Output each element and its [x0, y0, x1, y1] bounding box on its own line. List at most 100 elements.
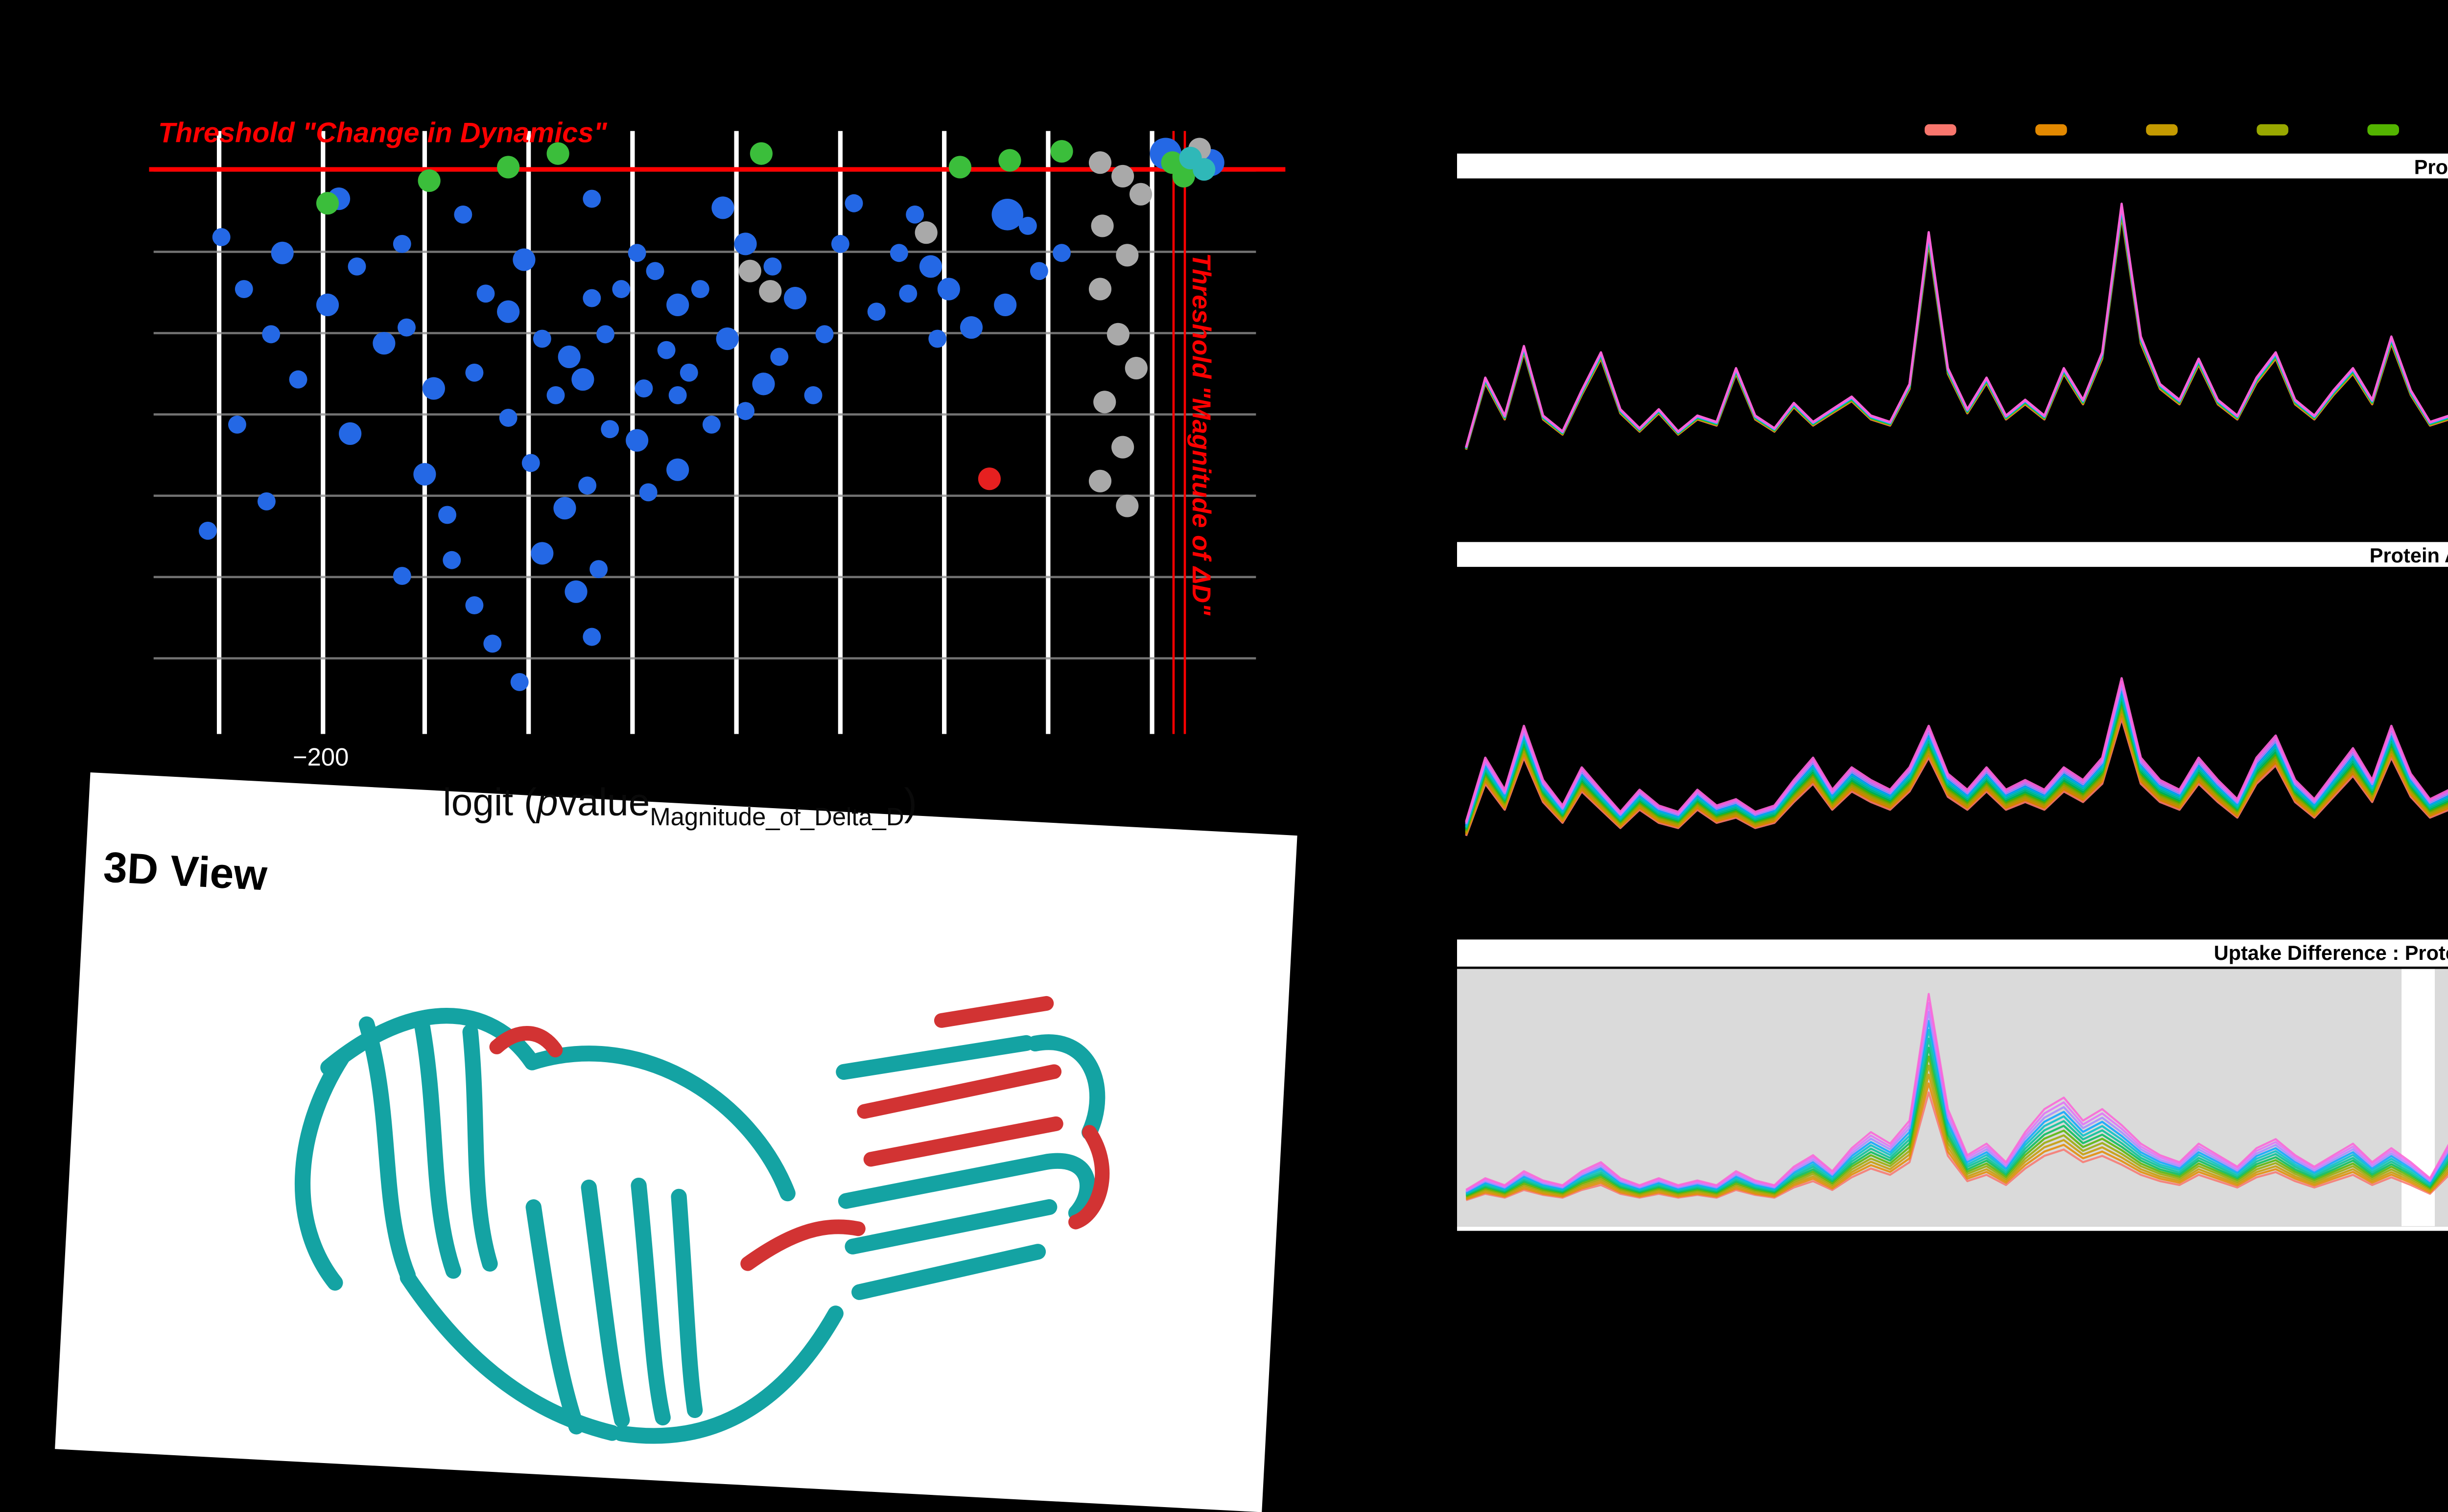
scatter-point-magnitude-only[interactable] [1106, 323, 1130, 346]
scatter-point-non-significant[interactable] [398, 318, 416, 337]
uptake-difference-chart[interactable] [1457, 969, 2448, 1227]
scatter-point-significant-dynamics[interactable] [1050, 140, 1073, 163]
scatter-point-non-significant[interactable] [339, 422, 362, 445]
scatter-point-non-significant[interactable] [639, 483, 658, 502]
scatter-point-non-significant[interactable] [601, 420, 619, 439]
scatter-point-non-significant[interactable] [558, 345, 581, 369]
scatter-point-non-significant[interactable] [235, 280, 253, 299]
scatter-point-non-significant[interactable] [668, 386, 687, 404]
scatter-point-non-significant[interactable] [289, 370, 307, 389]
volcano-plot[interactable] [149, 131, 1285, 734]
scatter-point-magnitude-only[interactable] [1093, 391, 1116, 414]
scatter-point-non-significant[interactable] [531, 542, 554, 565]
scatter-point-non-significant[interactable] [413, 463, 436, 486]
scatter-point-non-significant[interactable] [583, 628, 601, 646]
scatter-point-non-significant[interactable] [465, 363, 484, 382]
scatter-point-non-significant[interactable] [513, 248, 536, 271]
scatter-point-non-significant[interactable] [994, 293, 1017, 316]
scatter-point-magnitude-only[interactable] [1088, 151, 1112, 174]
scatter-point-non-significant[interactable] [831, 234, 849, 253]
legend-dash[interactable] [1925, 124, 1956, 135]
scatter-point-non-significant[interactable] [867, 302, 886, 321]
scatter-point-non-significant[interactable] [734, 233, 757, 256]
scatter-point-non-significant[interactable] [991, 199, 1024, 231]
scatter-point-non-significant[interactable] [691, 280, 709, 299]
scatter-point-non-significant[interactable] [711, 196, 734, 219]
scatter-point-magnitude-only[interactable] [1088, 469, 1112, 492]
scatter-point-magnitude-only[interactable] [759, 280, 782, 303]
scatter-point-non-significant[interactable] [316, 293, 339, 316]
scatter-point-non-significant[interactable] [521, 454, 540, 472]
scatter-point-non-significant[interactable] [578, 476, 597, 495]
scatter-point-non-significant[interactable] [271, 241, 294, 264]
scatter-point-highlight-teal[interactable] [1193, 158, 1216, 181]
scatter-point-magnitude-only[interactable] [1088, 278, 1112, 301]
scatter-point-non-significant[interactable] [422, 377, 445, 400]
scatter-point-non-significant[interactable] [212, 228, 231, 246]
scatter-point-significant-dynamics[interactable] [546, 142, 569, 165]
scatter-point-non-significant[interactable] [465, 596, 484, 614]
scatter-point-non-significant[interactable] [553, 497, 576, 520]
scatter-point-non-significant[interactable] [393, 234, 411, 253]
scatter-point-non-significant[interactable] [752, 372, 775, 395]
scatter-point-non-significant[interactable] [546, 386, 565, 404]
scatter-point-non-significant[interactable] [906, 205, 924, 224]
scatter-point-non-significant[interactable] [612, 280, 631, 299]
scatter-point-non-significant[interactable] [1053, 244, 1071, 262]
scatter-point-magnitude-only[interactable] [1116, 244, 1139, 267]
scatter-point-non-significant[interactable] [646, 262, 664, 280]
scatter-point-non-significant[interactable] [443, 551, 461, 569]
scatter-point-non-significant[interactable] [228, 415, 246, 434]
scatter-point-non-significant[interactable] [499, 409, 518, 427]
legend-dash[interactable] [2257, 124, 2288, 135]
scatter-point-non-significant[interactable] [680, 363, 698, 382]
scatter-point-non-significant[interactable] [635, 379, 653, 398]
scatter-point-non-significant[interactable] [736, 402, 755, 420]
legend-dash[interactable] [2146, 124, 2178, 135]
scatter-point-non-significant[interactable] [626, 429, 649, 452]
scatter-point-non-significant[interactable] [666, 458, 689, 481]
scatter-point-non-significant[interactable] [899, 284, 918, 303]
scatter-point-non-significant[interactable] [919, 255, 942, 278]
scatter-point-non-significant[interactable] [804, 386, 823, 404]
scatter-point-non-significant[interactable] [571, 368, 594, 391]
uptake-chart-protein-a-ligand[interactable] [1457, 569, 2448, 915]
scatter-point-magnitude-only[interactable] [915, 221, 938, 244]
scatter-point-significant-dynamics[interactable] [418, 169, 441, 192]
legend-dash[interactable] [2035, 124, 2067, 135]
scatter-point-non-significant[interactable] [262, 325, 281, 344]
scatter-point-non-significant[interactable] [928, 329, 947, 348]
protein-ribbon[interactable] [55, 817, 1295, 1512]
scatter-point-non-significant[interactable] [784, 286, 807, 310]
threshold-line-dynamics[interactable] [149, 167, 1285, 171]
scatter-point-non-significant[interactable] [257, 492, 276, 511]
scatter-point-non-significant[interactable] [628, 244, 646, 262]
scatter-point-non-significant[interactable] [583, 289, 601, 307]
scatter-point-non-significant[interactable] [937, 278, 960, 301]
scatter-point-non-significant[interactable] [565, 580, 588, 603]
legend-dash[interactable] [2367, 124, 2399, 135]
scatter-point-non-significant[interactable] [666, 293, 689, 316]
scatter-point-significant-dynamics[interactable] [948, 156, 971, 179]
scatter-point-non-significant[interactable] [716, 327, 739, 350]
scatter-point-selected-red[interactable] [978, 467, 1001, 490]
scatter-point-significant-dynamics[interactable] [750, 142, 773, 165]
scatter-point-non-significant[interactable] [596, 325, 614, 344]
scatter-point-magnitude-only[interactable] [1091, 214, 1114, 237]
scatter-point-significant-dynamics[interactable] [998, 149, 1021, 172]
scatter-point-non-significant[interactable] [454, 205, 472, 224]
threshold-line-magnitude[interactable] [1183, 131, 1187, 734]
scatter-point-magnitude-only[interactable] [1116, 494, 1139, 517]
scatter-point-significant-dynamics[interactable] [497, 156, 520, 179]
scatter-point-non-significant[interactable] [533, 329, 551, 348]
scatter-point-magnitude-only[interactable] [1111, 436, 1134, 459]
scatter-point-non-significant[interactable] [476, 284, 495, 303]
scatter-point-non-significant[interactable] [583, 189, 601, 208]
scatter-point-non-significant[interactable] [890, 244, 908, 262]
scatter-point-non-significant[interactable] [199, 521, 217, 540]
scatter-point-magnitude-only[interactable] [1129, 183, 1153, 206]
scatter-point-non-significant[interactable] [589, 560, 608, 579]
scatter-point-non-significant[interactable] [960, 316, 983, 339]
scatter-point-non-significant[interactable] [815, 325, 834, 344]
scatter-point-non-significant[interactable] [770, 348, 789, 366]
